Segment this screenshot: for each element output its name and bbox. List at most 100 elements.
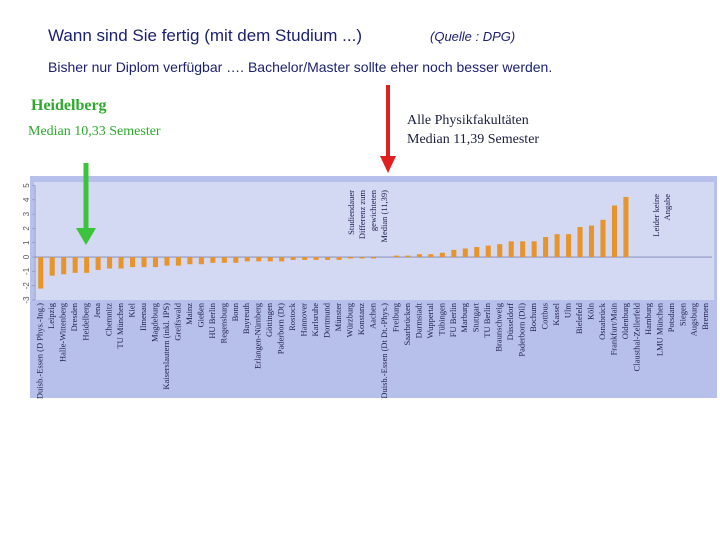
bar	[485, 245, 491, 258]
x-tick-label: Cottbus	[540, 303, 550, 329]
x-tick-label: Augsburg	[689, 302, 699, 336]
bar	[49, 257, 55, 276]
bar	[566, 234, 572, 258]
right-note: Median 11,39 Semester	[407, 132, 539, 147]
red-arrow	[380, 85, 396, 173]
axis-note: Studiendauer	[346, 190, 356, 235]
x-tick-label: Ulm	[563, 303, 573, 319]
x-tick-label: Frankfurt/Main	[608, 302, 618, 355]
x-tick-label: Magdeburg	[149, 302, 159, 342]
x-tick-label: Rostock	[287, 302, 297, 331]
x-tick-label: Karlsruhe	[310, 303, 320, 337]
bar	[588, 225, 595, 258]
bar	[497, 244, 503, 258]
bar	[84, 257, 90, 273]
bar	[520, 241, 526, 258]
x-tick-label: Paderborn (Dil)	[517, 303, 527, 357]
bar	[405, 255, 411, 258]
x-tick-label: Halle-Wittenberg	[58, 302, 68, 362]
x-tick-label: TU München	[115, 302, 125, 348]
x-tick-label: Regensburg	[218, 302, 228, 343]
bar	[302, 257, 308, 260]
x-tick-label: Saarbrücken	[402, 302, 412, 345]
bar	[130, 257, 136, 268]
x-tick-label: Clausthal-Zellerfeld	[631, 302, 641, 371]
x-tick-label: Oldenburg	[620, 302, 630, 339]
x-tick-label: TU Berlin	[482, 302, 492, 337]
x-tick-label: Bielefeld	[574, 302, 584, 334]
x-tick-label: Mainz	[184, 303, 194, 325]
axis-note: Median (11,39)	[379, 190, 389, 243]
x-tick-label: LMU München	[654, 302, 664, 356]
x-tick-label: Hamburg	[643, 302, 653, 335]
y-tick-label: 5	[22, 183, 31, 188]
x-tick-label: Freiburg	[390, 302, 400, 332]
x-tick-label: Wuppertal	[425, 302, 435, 338]
right-note: Alle Physikfakultäten	[407, 113, 529, 128]
bar	[233, 257, 239, 263]
bar	[244, 257, 250, 262]
bar	[474, 247, 480, 258]
subtitle: Bisher nur Diplom verfügbar …. Bachelor/…	[48, 59, 552, 75]
x-tick-label: Leipzig	[46, 302, 56, 329]
x-tick-label: Göttingen	[264, 302, 274, 337]
x-tick-label: Heidelberg	[81, 302, 91, 340]
x-tick-label: Ilmenau	[138, 302, 148, 331]
x-tick-label: Düsseldorf	[505, 303, 515, 340]
axis-note: Differenz zum	[357, 190, 367, 240]
bar	[462, 248, 468, 258]
bar	[175, 257, 181, 266]
x-tick-label: Bonn	[230, 302, 240, 321]
x-tick-label: Kaiserslautern (inkl. IPS)	[161, 303, 171, 390]
bar	[107, 257, 113, 269]
x-tick-label: Kassel	[551, 302, 561, 325]
bar	[348, 257, 354, 259]
bar	[152, 257, 159, 268]
bar	[325, 257, 331, 260]
x-tick-label: Marburg	[459, 302, 469, 332]
bar	[95, 257, 101, 270]
left-note: Heidelberg	[31, 97, 107, 114]
bar	[72, 257, 78, 273]
x-tick-label: Duisb.-Essen (D Phys.-Ing.)	[35, 303, 45, 399]
x-tick-label: Kiel	[126, 302, 136, 317]
source: (Quelle : DPG)	[430, 29, 515, 44]
x-tick-label: Bremen	[700, 302, 710, 330]
missing-note: Angabe	[662, 194, 672, 221]
bar	[451, 249, 457, 258]
green-arrow	[76, 163, 96, 245]
bar	[359, 257, 365, 259]
bar	[393, 255, 399, 258]
y-tick-label: 3	[22, 211, 31, 216]
bar	[370, 257, 377, 259]
x-tick-label: Aachen	[367, 302, 377, 329]
x-tick-label: Erlangen-Nürnberg	[253, 302, 263, 369]
bar	[210, 257, 216, 263]
y-tick-label: 0	[22, 254, 31, 259]
title: Wann sind Sie fertig (mit dem Studium ..…	[48, 26, 362, 45]
bar	[221, 257, 227, 263]
axis-note: gewichteten	[368, 189, 378, 231]
x-tick-label: Potsdam	[666, 303, 676, 333]
bar	[267, 257, 273, 262]
bar	[439, 252, 445, 258]
bar	[623, 196, 629, 258]
x-tick-label: HU Berlin	[207, 302, 217, 338]
bar	[508, 241, 514, 258]
y-tick-label: -1	[22, 267, 31, 275]
y-tick-label: 2	[22, 226, 31, 231]
bar	[118, 257, 124, 269]
bar	[290, 257, 296, 260]
x-tick-label: Jena	[92, 303, 102, 318]
x-tick-label: Siegen	[677, 302, 687, 326]
bar	[279, 257, 285, 262]
x-tick-label: Bayreuth	[241, 302, 251, 334]
x-tick-label: Würzburg	[345, 302, 355, 337]
bar	[600, 219, 606, 258]
x-tick-label: Duisb.-Essen (Dt Dt.-Phys.)	[379, 303, 389, 399]
bar	[416, 254, 422, 258]
bar	[554, 234, 560, 258]
x-tick-label: Hannover	[299, 303, 309, 337]
